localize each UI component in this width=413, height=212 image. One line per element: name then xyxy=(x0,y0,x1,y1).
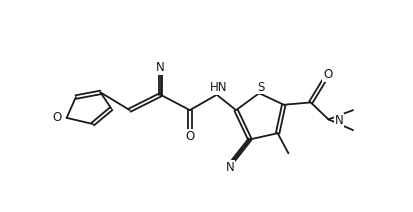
Text: O: O xyxy=(185,130,194,143)
Text: S: S xyxy=(256,81,264,93)
Text: O: O xyxy=(52,111,61,124)
Text: O: O xyxy=(322,68,332,81)
Text: N: N xyxy=(225,161,234,174)
Text: N: N xyxy=(156,61,164,74)
Text: N: N xyxy=(334,114,342,127)
Text: HN: HN xyxy=(210,81,227,94)
